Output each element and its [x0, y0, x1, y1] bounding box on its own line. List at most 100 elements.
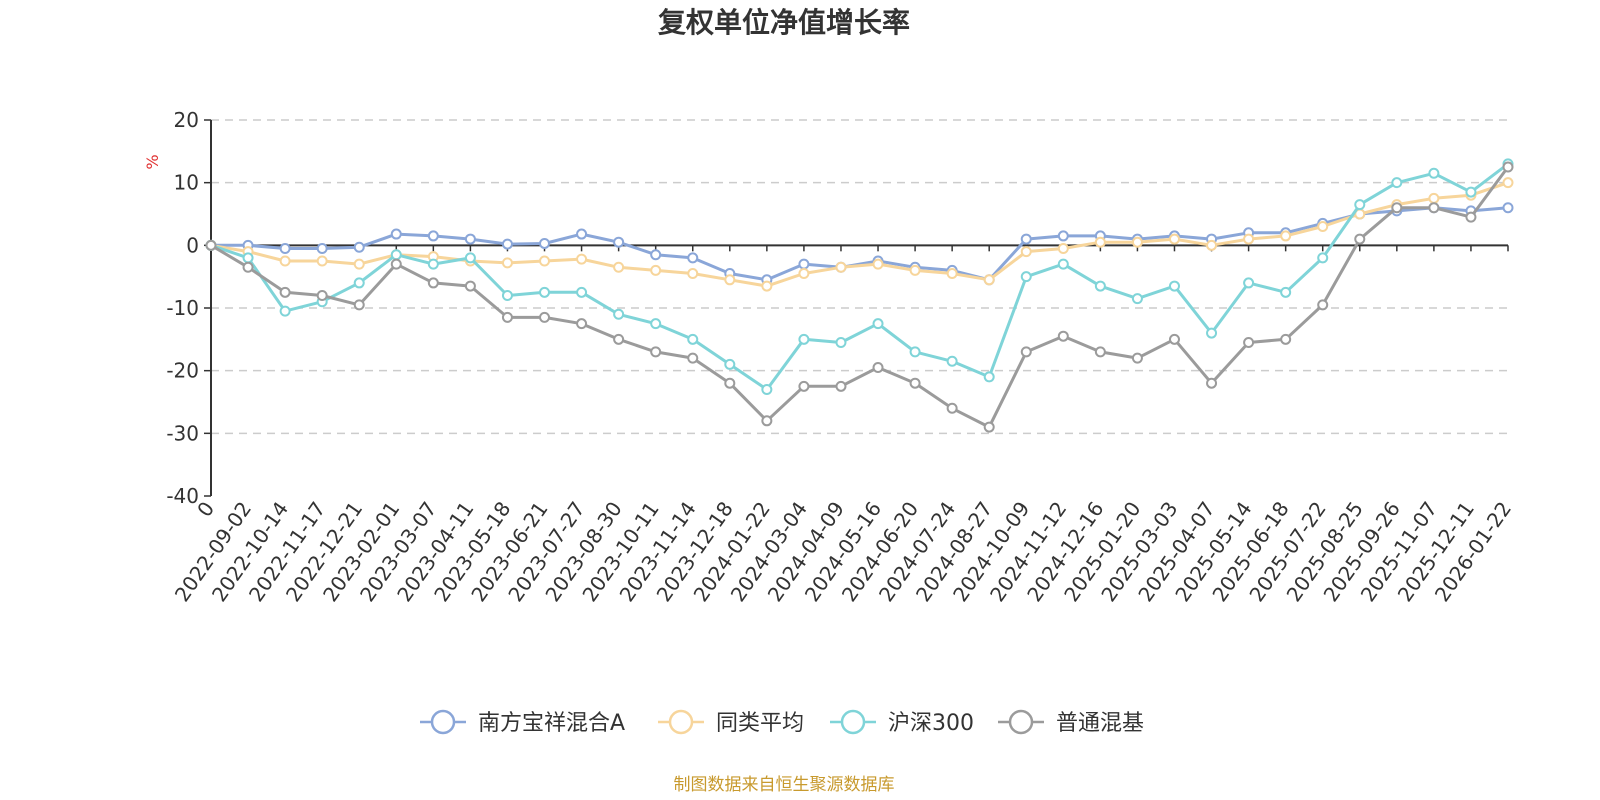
- data-point: [1057, 330, 1069, 342]
- legend-item[interactable]: 沪深300: [830, 709, 974, 736]
- data-point: [1280, 333, 1292, 345]
- data-point: [501, 289, 513, 301]
- data-point: [501, 311, 513, 323]
- data-point: [1465, 211, 1477, 223]
- series-line: [211, 206, 1509, 282]
- data-point: [242, 261, 254, 273]
- data-point: [687, 333, 699, 345]
- data-point: [613, 236, 625, 248]
- data-point: [983, 421, 995, 433]
- data-point: [1094, 280, 1106, 292]
- data-point: [687, 252, 699, 264]
- data-point: [464, 233, 476, 245]
- data-point: [650, 249, 662, 261]
- legend[interactable]: 南方宝祥混合A 同类平均 沪深300 普通混基: [420, 709, 1144, 736]
- series-0: [205, 202, 1514, 286]
- series-line: [210, 181, 1509, 288]
- data-point: [761, 383, 773, 395]
- data-point: [687, 268, 699, 280]
- data-point: [650, 318, 662, 330]
- data-point: [1020, 233, 1032, 245]
- x-tick-label: 0: [192, 497, 219, 521]
- data-point: [353, 277, 365, 289]
- data-source-note: 制图数据来自恒生聚源数据库: [674, 775, 895, 795]
- data-point: [242, 252, 254, 264]
- data-point: [613, 333, 625, 345]
- data-point: [761, 415, 773, 427]
- data-point: [1243, 336, 1255, 348]
- data-point: [1280, 286, 1292, 298]
- legend-marker: [840, 709, 866, 735]
- data-point: [650, 264, 662, 276]
- legend-item[interactable]: 普通混基: [998, 709, 1144, 736]
- data-point: [1317, 221, 1329, 233]
- y-tick-label: -20: [166, 359, 199, 383]
- data-point: [835, 336, 847, 348]
- data-point: [576, 318, 588, 330]
- data-point: [1168, 333, 1180, 345]
- data-point: [1020, 346, 1032, 358]
- data-point: [539, 311, 551, 323]
- data-point: [798, 268, 810, 280]
- data-point: [427, 258, 439, 270]
- legend-item[interactable]: 同类平均: [658, 709, 804, 736]
- legend-item[interactable]: 南方宝祥混合A: [420, 709, 625, 736]
- grid-lines: [211, 119, 1508, 435]
- data-point: [353, 258, 365, 270]
- data-point: [316, 289, 328, 301]
- data-point: [390, 249, 402, 261]
- series-line: [210, 162, 1509, 391]
- data-point: [1243, 277, 1255, 289]
- data-point: [909, 346, 921, 358]
- data-point: [1502, 161, 1514, 173]
- data-point: [872, 362, 884, 374]
- data-point: [613, 308, 625, 320]
- data-point: [1206, 377, 1218, 389]
- legend-label: 同类平均: [716, 711, 804, 736]
- chart-title: 复权单位净值增长率: [658, 6, 910, 39]
- data-point: [353, 241, 365, 253]
- data-point: [1057, 258, 1069, 270]
- data-point: [1502, 177, 1514, 189]
- data-point: [946, 268, 958, 280]
- legend-label: 沪深300: [888, 711, 974, 736]
- data-point: [1428, 202, 1440, 214]
- data-point: [724, 377, 736, 389]
- y-tick-label: 0: [186, 233, 199, 257]
- data-point: [1094, 346, 1106, 358]
- data-point: [872, 258, 884, 270]
- data-point: [539, 237, 551, 249]
- data-point: [909, 264, 921, 276]
- data-point: [724, 274, 736, 286]
- y-tick-label: -40: [166, 484, 199, 508]
- data-point: [464, 252, 476, 264]
- legend-label: 南方宝祥混合A: [478, 711, 625, 736]
- data-point: [983, 274, 995, 286]
- data-point: [1206, 239, 1218, 251]
- x-axis: 02022-09-022022-10-142022-11-172022-12-2…: [170, 244, 1516, 606]
- data-point: [1168, 233, 1180, 245]
- data-point: [1502, 202, 1514, 214]
- data-point: [872, 318, 884, 330]
- legend-marker: [430, 709, 456, 735]
- data-point: [1391, 202, 1403, 214]
- y-tick-label: -10: [166, 296, 199, 320]
- data-point: [798, 380, 810, 392]
- data-point: [1131, 352, 1143, 364]
- data-point: [946, 402, 958, 414]
- data-point: [1317, 252, 1329, 264]
- data-point: [835, 380, 847, 392]
- data-point: [1168, 280, 1180, 292]
- series-3: [205, 161, 1514, 433]
- series-line: [210, 166, 1510, 429]
- data-point: [946, 355, 958, 367]
- data-point: [539, 286, 551, 298]
- data-point: [576, 253, 588, 265]
- data-point: [576, 228, 588, 240]
- data-point: [539, 255, 551, 267]
- data-point: [687, 352, 699, 364]
- data-point: [1020, 246, 1032, 258]
- data-point: [576, 286, 588, 298]
- data-point: [1354, 233, 1366, 245]
